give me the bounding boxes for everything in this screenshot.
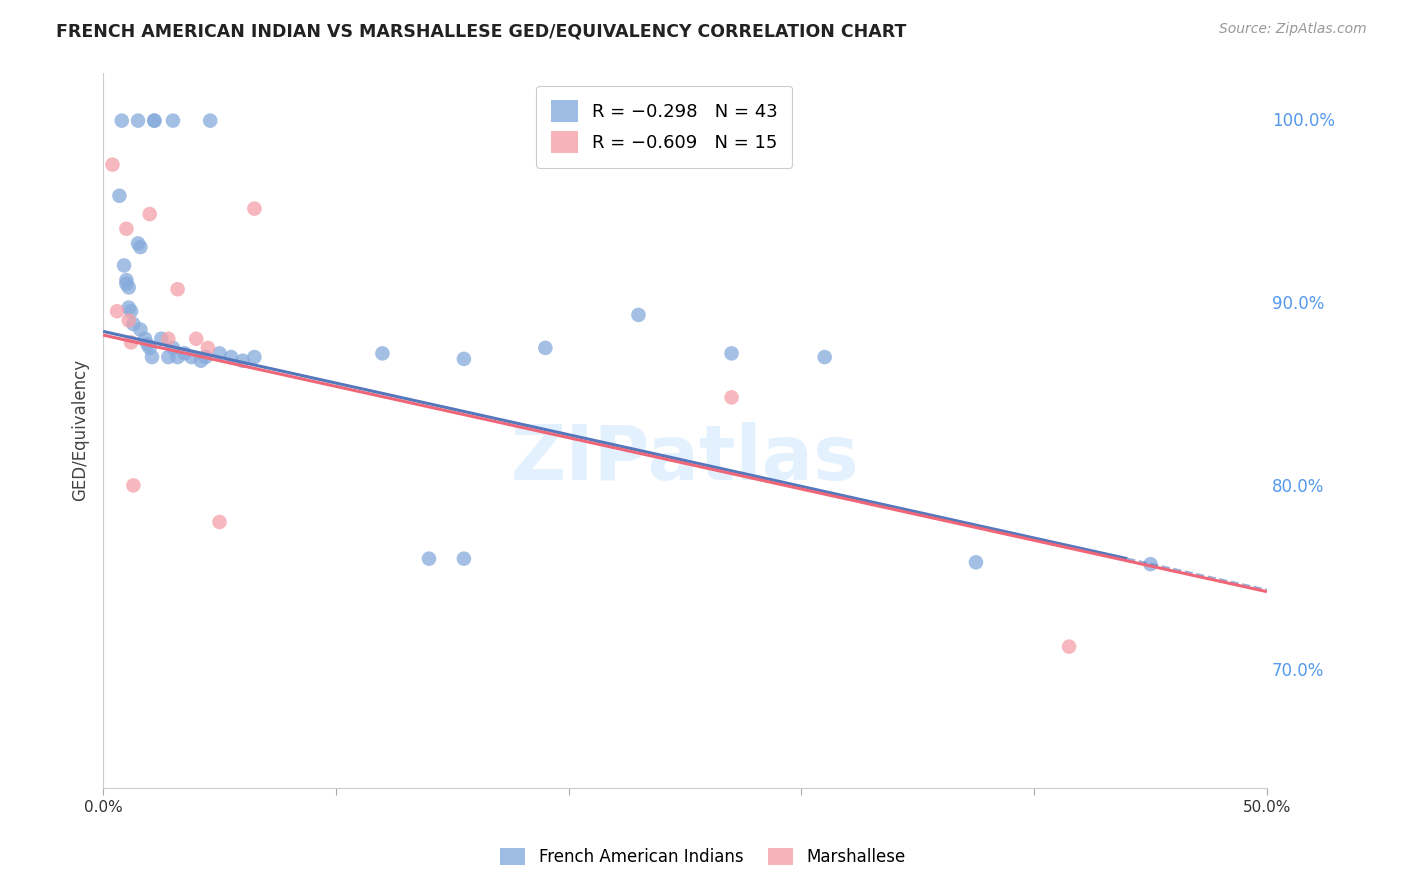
- Point: [157, 350, 180, 364]
- Point: [143, 113, 166, 128]
- Point: [122, 478, 145, 492]
- Point: [453, 551, 475, 566]
- Point: [418, 551, 440, 566]
- Point: [115, 277, 138, 291]
- Point: [162, 113, 184, 128]
- Point: [186, 332, 208, 346]
- Point: [1139, 557, 1161, 571]
- Point: [134, 332, 156, 346]
- Point: [190, 353, 212, 368]
- Y-axis label: GED/Equivalency: GED/Equivalency: [72, 359, 89, 501]
- Text: FRENCH AMERICAN INDIAN VS MARSHALLESE GED/EQUIVALENCY CORRELATION CHART: FRENCH AMERICAN INDIAN VS MARSHALLESE GE…: [56, 22, 907, 40]
- Point: [112, 259, 135, 273]
- Point: [120, 304, 142, 318]
- Point: [118, 313, 141, 327]
- Point: [219, 350, 242, 364]
- Point: [127, 113, 149, 128]
- Point: [720, 346, 742, 360]
- Point: [173, 346, 195, 360]
- Point: [111, 113, 134, 128]
- Point: [108, 188, 131, 202]
- Point: [115, 273, 138, 287]
- Point: [122, 317, 145, 331]
- Point: [720, 390, 742, 404]
- Point: [232, 353, 254, 368]
- Point: [243, 350, 266, 364]
- Point: [197, 341, 219, 355]
- Point: [534, 341, 557, 355]
- Point: [118, 301, 141, 315]
- Point: [129, 240, 152, 254]
- Point: [208, 515, 231, 529]
- Point: [127, 236, 149, 251]
- Point: [136, 337, 159, 351]
- Point: [166, 350, 188, 364]
- Point: [138, 207, 160, 221]
- Point: [243, 202, 266, 216]
- Legend: R = −0.298   N = 43, R = −0.609   N = 15: R = −0.298 N = 43, R = −0.609 N = 15: [536, 86, 793, 168]
- Point: [118, 280, 141, 294]
- Point: [194, 350, 217, 364]
- Point: [143, 113, 166, 128]
- Point: [141, 350, 163, 364]
- Point: [101, 158, 124, 172]
- Point: [814, 350, 837, 364]
- Point: [162, 341, 184, 355]
- Legend: French American Indians, Marshallese: French American Indians, Marshallese: [494, 841, 912, 873]
- Text: ZIPatlas: ZIPatlas: [510, 422, 859, 496]
- Point: [105, 304, 128, 318]
- Point: [208, 346, 231, 360]
- Point: [453, 351, 475, 366]
- Text: Source: ZipAtlas.com: Source: ZipAtlas.com: [1219, 22, 1367, 37]
- Point: [627, 308, 650, 322]
- Point: [157, 332, 180, 346]
- Point: [1057, 640, 1080, 654]
- Point: [138, 341, 160, 355]
- Point: [129, 322, 152, 336]
- Point: [371, 346, 394, 360]
- Point: [166, 282, 188, 296]
- Point: [150, 332, 173, 346]
- Point: [115, 221, 138, 235]
- Point: [965, 555, 987, 569]
- Point: [120, 335, 142, 350]
- Point: [180, 350, 202, 364]
- Point: [198, 113, 221, 128]
